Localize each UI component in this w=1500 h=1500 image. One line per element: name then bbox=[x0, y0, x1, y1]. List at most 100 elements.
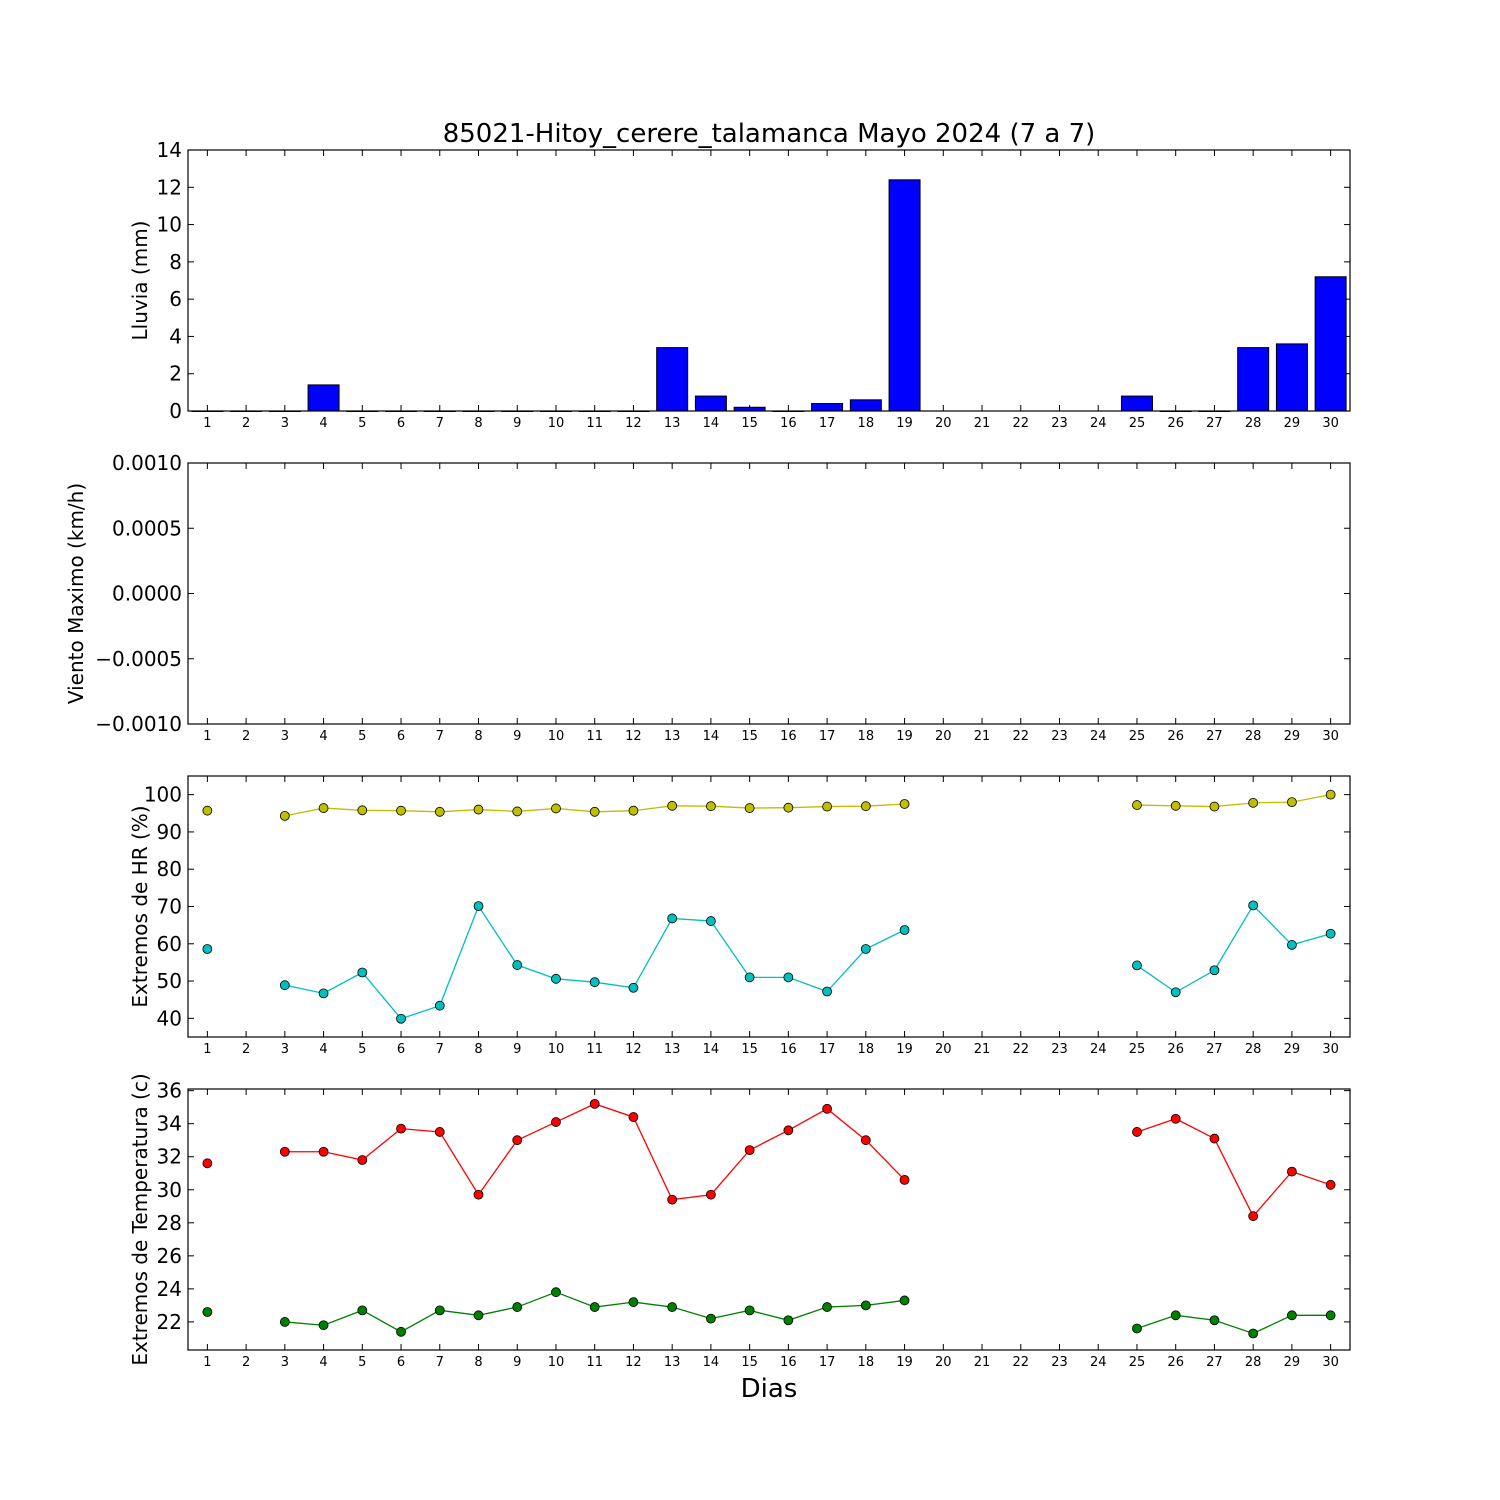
x-tick-label: 20 bbox=[935, 729, 952, 744]
x-tick-label: 18 bbox=[858, 1355, 875, 1370]
y-tick-label: 40 bbox=[157, 1006, 182, 1030]
x-tick-label: 20 bbox=[935, 1042, 952, 1057]
data-point bbox=[357, 1155, 368, 1165]
data-point bbox=[628, 805, 639, 816]
data-point bbox=[667, 913, 678, 924]
x-tick-label: 28 bbox=[1245, 416, 1262, 431]
x-tick-label: 13 bbox=[664, 416, 681, 431]
x-tick-label: 28 bbox=[1245, 1355, 1262, 1370]
x-tick-label: 25 bbox=[1129, 729, 1146, 744]
x-tick-label: 21 bbox=[974, 729, 991, 744]
x-tick-label: 8 bbox=[474, 1355, 482, 1370]
x-tick-label: 26 bbox=[1167, 1355, 1184, 1370]
data-point bbox=[396, 1326, 406, 1337]
bar bbox=[694, 395, 727, 412]
data-point bbox=[551, 1287, 561, 1298]
y-tick-label: 0.0005 bbox=[112, 516, 182, 540]
data-point bbox=[589, 806, 600, 817]
y-tick-label: 2 bbox=[169, 362, 182, 386]
bar bbox=[888, 179, 921, 412]
bar bbox=[656, 347, 689, 412]
y-tick-label: 90 bbox=[157, 820, 182, 844]
x-tick-label: 8 bbox=[474, 729, 482, 744]
x-tick-label: 6 bbox=[397, 1355, 405, 1370]
x-tick-label: 27 bbox=[1206, 729, 1223, 744]
data-point bbox=[589, 977, 600, 988]
x-tick-label: 30 bbox=[1322, 416, 1339, 431]
data-point bbox=[667, 800, 678, 811]
x-tick-label: 20 bbox=[935, 1355, 952, 1370]
x-tick-label: 5 bbox=[358, 729, 366, 744]
x-tick-label: 16 bbox=[780, 416, 797, 431]
data-point bbox=[589, 1098, 600, 1109]
x-tick-label: 10 bbox=[548, 1355, 565, 1370]
data-point bbox=[667, 1194, 678, 1205]
data-point bbox=[1325, 1179, 1336, 1190]
x-tick-label: 24 bbox=[1090, 1042, 1107, 1057]
data-point bbox=[279, 1146, 290, 1157]
data-point bbox=[822, 1103, 832, 1114]
data-point bbox=[628, 1297, 639, 1307]
y-tick-label: 70 bbox=[157, 895, 182, 919]
data-point bbox=[279, 810, 290, 821]
x-tick-label: 10 bbox=[548, 416, 565, 431]
x-tick-label: 1 bbox=[203, 729, 211, 744]
x-tick-label: 11 bbox=[586, 416, 603, 431]
x-tick-label: 27 bbox=[1206, 1355, 1223, 1370]
data-point bbox=[434, 806, 445, 817]
x-tick-label: 17 bbox=[819, 729, 836, 744]
series-line bbox=[1136, 1314, 1331, 1335]
data-point bbox=[899, 925, 910, 935]
data-point bbox=[706, 1189, 716, 1200]
x-tick-label: 25 bbox=[1129, 1042, 1146, 1057]
data-point bbox=[1287, 1310, 1297, 1321]
x-tick-label: 17 bbox=[819, 416, 836, 431]
x-tick-label: 16 bbox=[780, 729, 797, 744]
x-tick-label: 24 bbox=[1090, 1355, 1107, 1370]
data-point bbox=[860, 1135, 871, 1146]
x-tick-label: 14 bbox=[703, 729, 720, 744]
data-point bbox=[279, 980, 290, 991]
x-tick-label: 19 bbox=[896, 1042, 913, 1057]
data-point bbox=[822, 986, 832, 997]
data-point bbox=[1170, 1113, 1181, 1124]
y-tick-label: 36 bbox=[157, 1079, 182, 1103]
x-tick-label: 30 bbox=[1322, 1042, 1339, 1057]
data-point bbox=[357, 805, 368, 816]
data-point bbox=[744, 803, 755, 813]
data-point bbox=[357, 967, 368, 978]
data-point bbox=[1209, 1133, 1220, 1144]
data-point bbox=[628, 1112, 639, 1122]
x-tick-label: 4 bbox=[319, 416, 327, 431]
data-point bbox=[860, 801, 871, 812]
data-point bbox=[1132, 960, 1142, 971]
x-tick-label: 30 bbox=[1322, 729, 1339, 744]
data-point bbox=[551, 1117, 561, 1127]
x-tick-label: 15 bbox=[741, 1042, 758, 1057]
data-point bbox=[1287, 797, 1297, 807]
x-tick-label: 5 bbox=[358, 416, 366, 431]
x-tick-label: 26 bbox=[1167, 729, 1184, 744]
data-point bbox=[1170, 800, 1181, 811]
x-tick-label: 20 bbox=[935, 416, 952, 431]
x-tick-label: 4 bbox=[319, 1042, 327, 1057]
plot-frame bbox=[187, 1088, 1351, 1351]
data-point bbox=[473, 1310, 484, 1321]
y-axis-label: Lluvia (mm) bbox=[128, 221, 152, 341]
y-tick-label: 0.0000 bbox=[112, 582, 182, 606]
data-point bbox=[202, 1158, 213, 1169]
x-tick-label: 9 bbox=[513, 416, 521, 431]
series-line bbox=[1136, 1118, 1331, 1218]
data-point bbox=[1170, 987, 1181, 998]
data-point bbox=[783, 1125, 794, 1136]
data-point bbox=[744, 1145, 755, 1156]
data-point bbox=[434, 1000, 445, 1011]
data-point bbox=[899, 799, 910, 809]
x-tick-label: 2 bbox=[242, 1355, 250, 1370]
data-point bbox=[318, 1146, 329, 1157]
data-point bbox=[551, 803, 561, 814]
data-point bbox=[473, 901, 484, 912]
